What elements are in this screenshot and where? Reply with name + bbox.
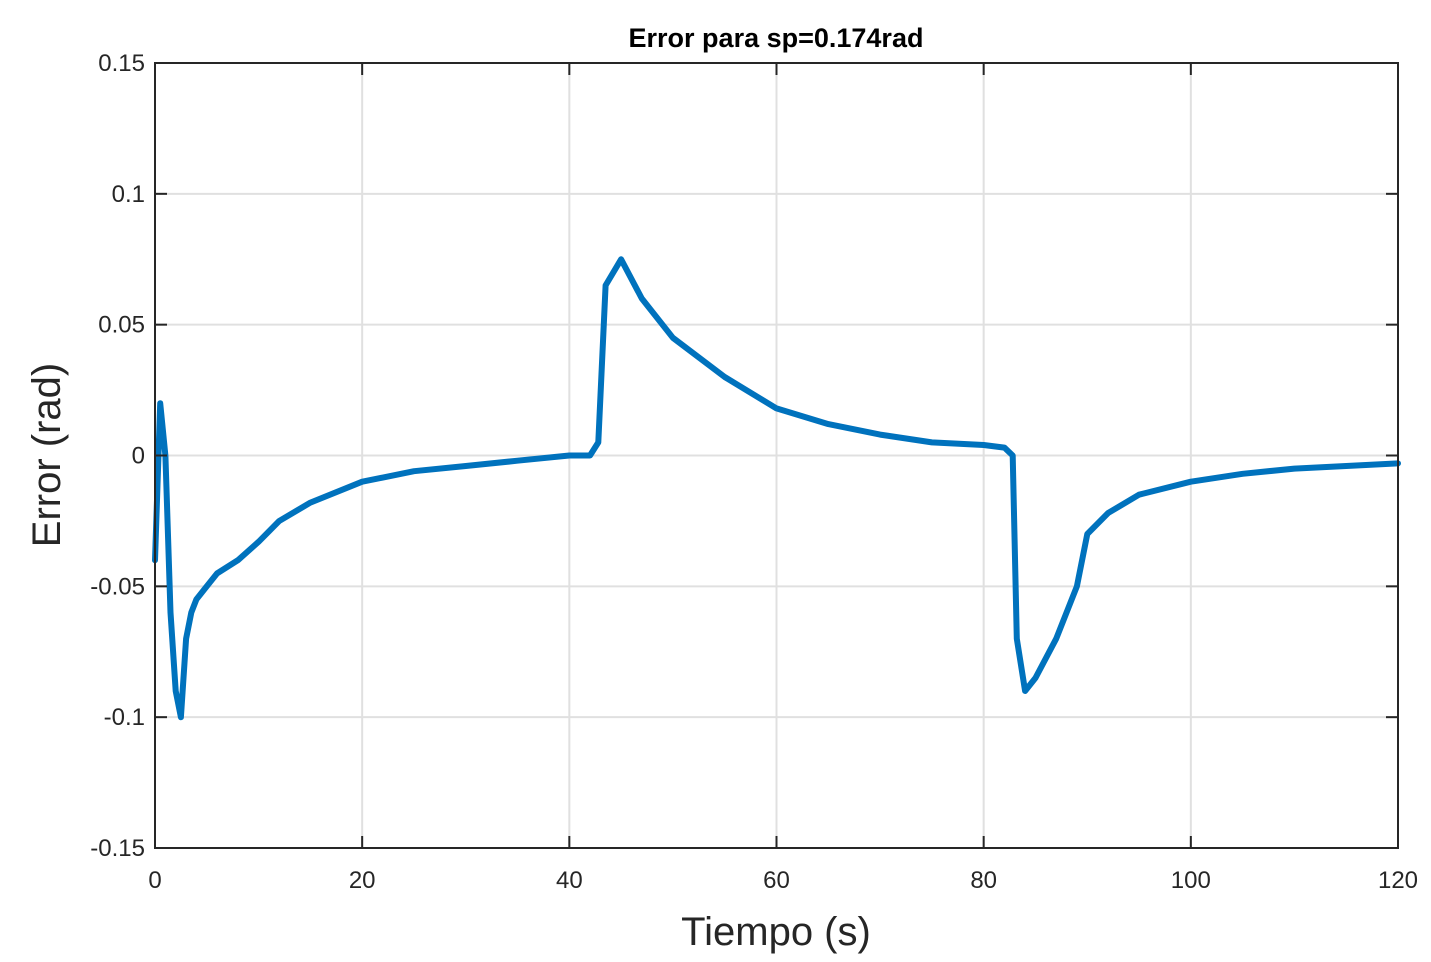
y-tick-label: 0.05 <box>98 312 145 339</box>
y-axis-label: Error (rad) <box>25 363 69 547</box>
tick-layer <box>154 62 1399 849</box>
y-tick-label: 0.15 <box>98 50 145 77</box>
x-tick-label: 80 <box>970 867 997 894</box>
x-tick-label: 120 <box>1378 867 1418 894</box>
x-tick-label: 20 <box>349 867 376 894</box>
y-tick-label: 0.1 <box>112 181 145 208</box>
y-tick-label: -0.05 <box>90 573 145 600</box>
x-tick-label: 40 <box>556 867 583 894</box>
x-tick-label: 60 <box>763 867 790 894</box>
chart-title: Error para sp=0.174rad <box>629 23 924 53</box>
x-tick-label: 0 <box>148 867 161 894</box>
y-tick-label: -0.15 <box>90 835 145 862</box>
grid-layer <box>155 63 1398 848</box>
x-tick-label: 100 <box>1171 867 1211 894</box>
x-axis-label: Tiempo (s) <box>681 910 871 954</box>
error-series-line <box>152 256 1401 721</box>
series-layer <box>152 256 1401 721</box>
y-tick-label: 0 <box>132 443 145 470</box>
tick-label-layer: 0 20 40 60 80 100 120 0.15 0.1 0.05 0 -0.05 -0.1 -0.1… <box>90 50 1418 894</box>
y-tick-label: -0.1 <box>104 704 145 731</box>
